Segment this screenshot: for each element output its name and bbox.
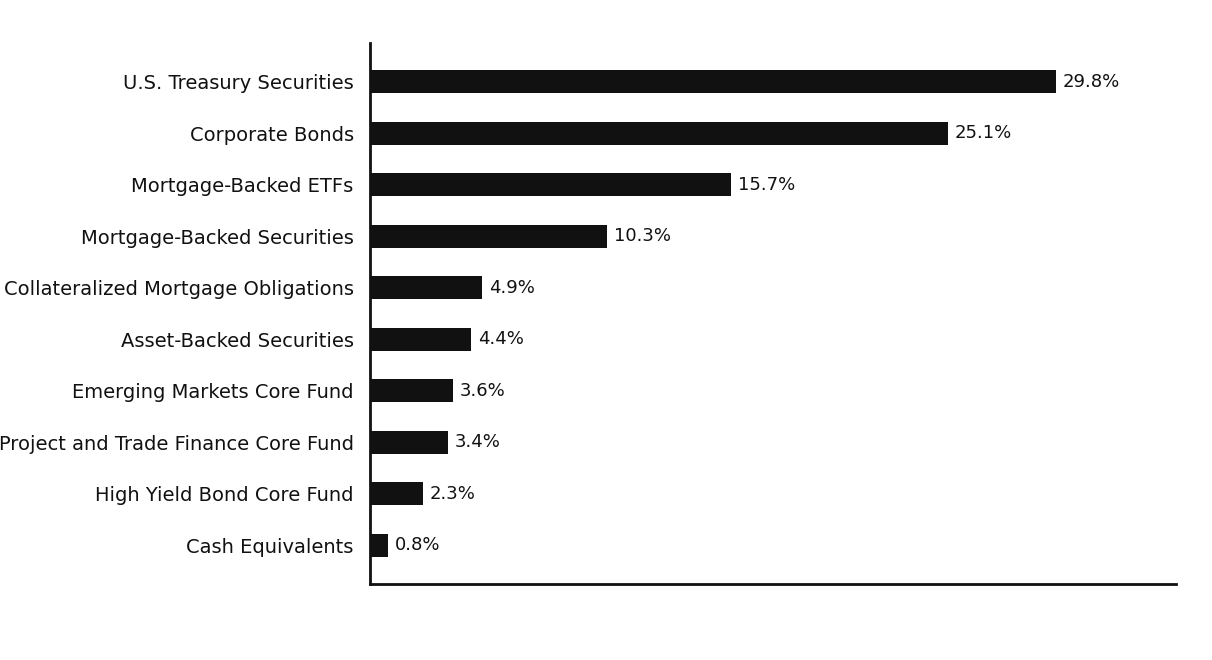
Bar bbox=[370, 70, 1056, 93]
Bar bbox=[370, 276, 482, 300]
Text: 25.1%: 25.1% bbox=[955, 124, 1012, 142]
Text: 10.3%: 10.3% bbox=[613, 227, 670, 245]
Bar bbox=[370, 327, 471, 351]
Text: 3.6%: 3.6% bbox=[459, 382, 505, 400]
Text: 15.7%: 15.7% bbox=[738, 176, 795, 193]
Bar bbox=[370, 431, 448, 454]
Bar bbox=[370, 121, 948, 145]
Text: 2.3%: 2.3% bbox=[429, 485, 475, 503]
Text: 3.4%: 3.4% bbox=[454, 434, 501, 451]
Text: 29.8%: 29.8% bbox=[1063, 73, 1120, 90]
Bar bbox=[370, 482, 423, 506]
Bar bbox=[370, 379, 452, 403]
Text: 4.4%: 4.4% bbox=[478, 330, 524, 348]
Bar bbox=[370, 173, 731, 196]
Bar bbox=[370, 224, 607, 248]
Bar bbox=[370, 534, 388, 557]
Text: 0.8%: 0.8% bbox=[395, 537, 440, 554]
Text: 4.9%: 4.9% bbox=[490, 279, 536, 297]
